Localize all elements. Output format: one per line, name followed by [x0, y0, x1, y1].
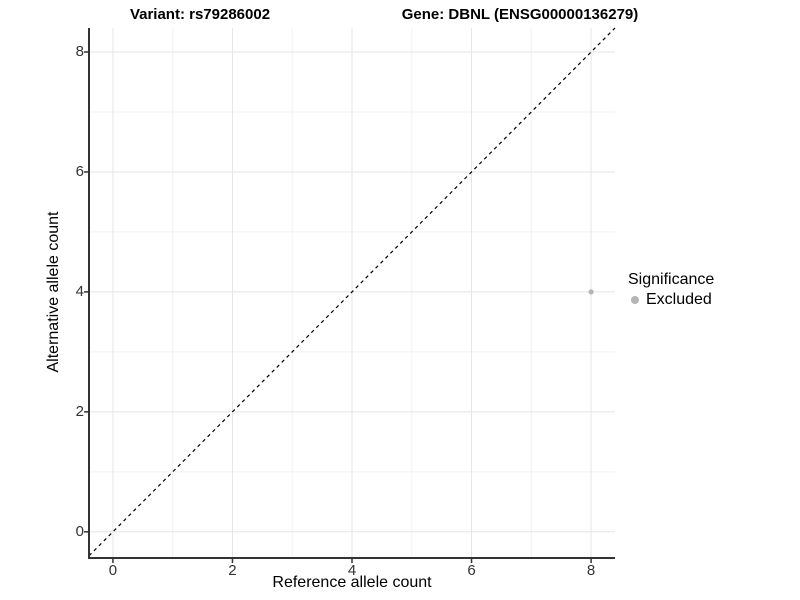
y-tick-label: 8: [75, 42, 84, 60]
y-tick-label: 4: [75, 282, 84, 300]
legend-title: Significance: [628, 271, 715, 288]
legend-point-icon: [631, 295, 639, 304]
legend-item-label: Excluded: [646, 291, 712, 308]
x-axis-title: Reference allele count: [272, 574, 432, 591]
plot-title-variant: Variant: rs79286002: [129, 6, 271, 23]
data-point: [588, 289, 594, 295]
plot-title-gene: Gene: DBNL (ENSG00000136279): [401, 6, 639, 23]
y-tick-label: 2: [75, 402, 84, 420]
x-tick-label: 6: [467, 562, 476, 579]
x-tick-label: 0: [108, 562, 118, 579]
y-tick-label: 6: [75, 162, 84, 180]
legend-item-excluded: Excluded: [628, 290, 714, 309]
x-tick-label: 2: [228, 562, 237, 579]
legend: Significance Excluded: [628, 270, 714, 309]
identity-reference-line: [88, 27, 616, 557]
x-tick-label: 8: [586, 562, 596, 579]
x-tick-label: 4: [347, 562, 357, 579]
y-tick-label: 0: [75, 522, 84, 540]
